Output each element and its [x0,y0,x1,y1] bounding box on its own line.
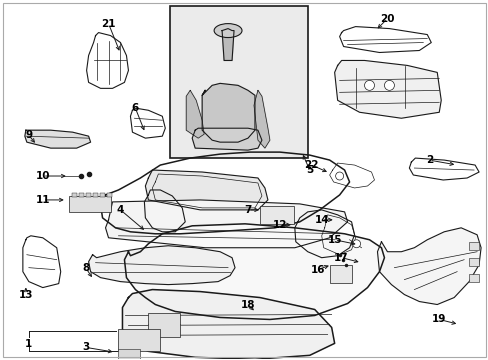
Text: 6: 6 [132,103,139,113]
Text: 21: 21 [101,19,116,28]
Text: 15: 15 [327,235,341,245]
Polygon shape [88,246,235,285]
Bar [468,258,478,266]
Text: 3: 3 [82,342,89,352]
Bar [118,329,160,351]
Bar [72,193,77,197]
Bar [170,6,307,158]
Polygon shape [25,130,90,148]
Polygon shape [124,224,384,319]
Polygon shape [253,90,269,148]
Polygon shape [122,289,334,359]
Text: 9: 9 [25,130,32,140]
Bar [468,274,478,282]
Bar [79,193,83,197]
Circle shape [364,80,374,90]
Bar [85,193,90,197]
Polygon shape [105,200,347,248]
Polygon shape [222,28,234,60]
Bar [148,314,180,337]
Polygon shape [334,60,440,118]
Circle shape [384,80,394,90]
Bar [468,242,478,250]
Polygon shape [145,170,267,210]
Bar [329,265,351,283]
Ellipse shape [214,24,242,37]
Polygon shape [202,84,254,142]
Bar [100,193,104,197]
Bar [106,193,111,197]
Text: 11: 11 [36,195,50,205]
Text: 8: 8 [82,263,89,273]
Text: 22: 22 [304,160,318,170]
Circle shape [352,240,360,248]
Text: 20: 20 [379,14,394,24]
Polygon shape [186,90,203,138]
Text: 14: 14 [314,215,328,225]
Polygon shape [377,228,480,305]
Bar [260,206,293,224]
Polygon shape [192,128,262,150]
Text: 17: 17 [334,253,348,263]
Text: 5: 5 [305,165,313,175]
Text: 2: 2 [425,155,432,165]
Bar [68,196,110,212]
Text: 12: 12 [272,220,286,230]
Bar [92,193,98,197]
Text: 18: 18 [240,300,255,310]
Text: 13: 13 [19,289,33,300]
Bar [118,349,140,359]
Text: 4: 4 [117,205,124,215]
Text: 19: 19 [431,314,446,324]
Text: 1: 1 [25,339,32,349]
Text: 7: 7 [244,205,251,215]
Circle shape [335,172,343,180]
Text: 10: 10 [36,171,50,181]
Text: 16: 16 [310,265,325,275]
